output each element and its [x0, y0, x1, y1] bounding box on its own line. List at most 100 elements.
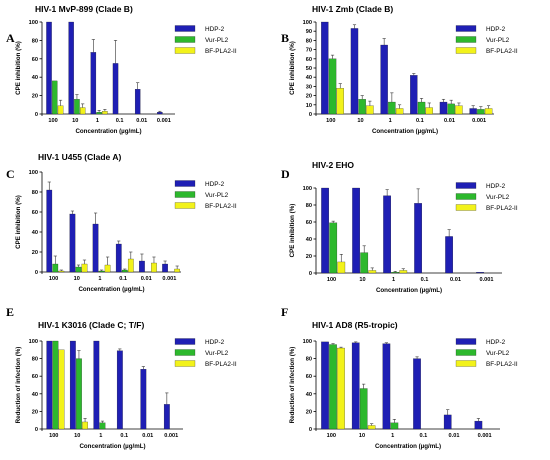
y-tick-label: 0 — [35, 112, 38, 118]
x-axis-label: Concentration (µg/mL) — [375, 443, 441, 450]
y-tick-label: 30 — [306, 84, 312, 90]
legend-swatch — [455, 338, 477, 345]
y-tick-label: 80 — [32, 357, 38, 363]
y-tick-label: 40 — [306, 75, 312, 81]
legend-label: Vur-PL2 — [205, 192, 229, 199]
x-tick-label: 0.1 — [419, 433, 427, 439]
y-tick-label: 80 — [306, 38, 312, 44]
x-tick-label: 0.01 — [142, 433, 153, 439]
bar-bf-pla2-ii — [102, 111, 108, 115]
bar-hdp-2 — [476, 272, 484, 274]
legend-swatch — [174, 202, 196, 209]
x-tick-label: 100 — [49, 433, 58, 439]
legend-swatch — [174, 349, 196, 356]
bar-bf-pla2-ii — [366, 105, 374, 115]
y-tick-label: 100 — [29, 170, 38, 176]
y-tick-label: 90 — [306, 29, 312, 35]
y-tick-label: 40 — [32, 392, 38, 398]
y-tick-label: 20 — [306, 254, 312, 260]
y-tick-label: 20 — [306, 94, 312, 100]
bar-vur-pl2 — [360, 252, 369, 274]
bar-hdp-2 — [352, 187, 360, 274]
bar-hdp-2 — [380, 44, 388, 115]
legend-label: HDP-2 — [486, 183, 506, 190]
bar-hdp-2 — [46, 189, 53, 273]
x-tick-label: 0.001 — [157, 118, 171, 124]
y-tick-label: 60 — [32, 374, 38, 380]
x-axis-label: Concentration (µg/mL) — [372, 128, 438, 135]
panel-c: C HIV-1 U455 (Clade A) 0 20 40 60 80 100 CPE inh… — [6, 152, 237, 293]
legend-label: Vur-PL2 — [205, 350, 229, 357]
bar-vur-pl2 — [121, 269, 128, 273]
bar-vur-pl2 — [76, 358, 82, 430]
bar-vur-pl2 — [358, 99, 366, 115]
x-tick-label: 0.001 — [480, 277, 494, 283]
x-tick-label: 100 — [327, 277, 336, 283]
bar-hdp-2 — [90, 52, 97, 115]
y-tick-label: 0 — [35, 427, 38, 433]
y-tick-label: 100 — [303, 20, 312, 26]
x-tick-label: 0.1 — [421, 277, 429, 283]
panel-b: B HIV-1 Zmb (Clade B) 0 10 20 30 40 50 60 70 80 90 1… — [281, 4, 518, 135]
legend-swatch — [455, 25, 477, 32]
legend-label: HDP-2 — [205, 181, 225, 188]
bar-hdp-2 — [413, 358, 421, 430]
panel-letter: C — [6, 167, 15, 181]
bar-bf-pla2-ii — [336, 88, 344, 115]
bar-hdp-2 — [382, 343, 391, 430]
bar-vur-pl2 — [52, 263, 59, 273]
bar-bf-pla2-ii — [484, 108, 493, 115]
legend-swatch — [174, 360, 196, 367]
bar-bf-pla2-ii — [80, 107, 86, 115]
bar-bf-pla2-ii — [58, 270, 65, 273]
y-tick-label: 80 — [306, 357, 312, 363]
x-tick-label: 0.01 — [136, 118, 147, 124]
x-tick-label: 0.001 — [478, 433, 492, 439]
x-tick-label: 0.1 — [116, 118, 124, 124]
y-tick-label: 60 — [306, 57, 312, 63]
bar-hdp-2 — [414, 203, 422, 274]
bar-vur-pl2 — [52, 340, 59, 430]
legend-label: HDP-2 — [205, 26, 225, 33]
y-tick-label: 40 — [306, 392, 312, 398]
x-tick-label: 0.001 — [472, 118, 486, 124]
y-tick-label: 40 — [32, 230, 38, 236]
bar-bf-pla2-ii — [81, 263, 88, 273]
panel-d: D HIV-2 EHO 0 20 40 60 80 100 CPE inhibition (%)… — [281, 160, 518, 294]
panel-title: HIV-1 MvP-899 (Clade B) — [35, 4, 133, 14]
y-tick-label: 80 — [306, 203, 312, 209]
bar-hdp-2 — [474, 420, 483, 430]
bar-hdp-2 — [116, 350, 123, 430]
y-tick-label: 20 — [32, 250, 38, 256]
legend-swatch — [455, 193, 477, 200]
bar-bf-pla2-ii — [337, 261, 346, 274]
legend-label: HDP-2 — [486, 339, 506, 346]
legend-swatch — [174, 180, 196, 187]
legend-swatch — [455, 360, 477, 367]
panel-letter: E — [6, 305, 14, 319]
y-tick-label: 50 — [306, 66, 312, 72]
bar-vur-pl2 — [52, 80, 58, 115]
x-tick-label: 10 — [359, 277, 365, 283]
bar-vur-pl2 — [329, 222, 338, 274]
y-tick-label: 60 — [32, 57, 38, 63]
bar-bf-pla2-ii — [127, 258, 134, 273]
x-tick-label: 10 — [359, 433, 365, 439]
y-tick-label: 0 — [309, 427, 312, 433]
x-tick-label: 0.1 — [416, 118, 424, 124]
panel-title: HIV-1 Zmb (Clade B) — [312, 4, 393, 14]
legend-label: BF-PLA2-II — [486, 48, 518, 55]
y-tick-label: 100 — [29, 20, 38, 26]
panel-letter: B — [281, 31, 289, 45]
legend-swatch — [174, 36, 196, 43]
bar-bf-pla2-ii — [58, 349, 65, 430]
legend-label: Vur-PL2 — [486, 350, 510, 357]
bar-vur-pl2 — [417, 101, 426, 115]
x-tick-label: 10 — [72, 118, 78, 124]
y-axis-label: Reduction of infection (%) — [289, 347, 296, 424]
bar-bf-pla2-ii — [82, 421, 88, 430]
bar-vur-pl2 — [390, 422, 399, 430]
bar-bf-pla2-ii — [395, 108, 404, 115]
bar-vur-pl2 — [477, 109, 485, 115]
legend-label: Vur-PL2 — [486, 37, 510, 44]
